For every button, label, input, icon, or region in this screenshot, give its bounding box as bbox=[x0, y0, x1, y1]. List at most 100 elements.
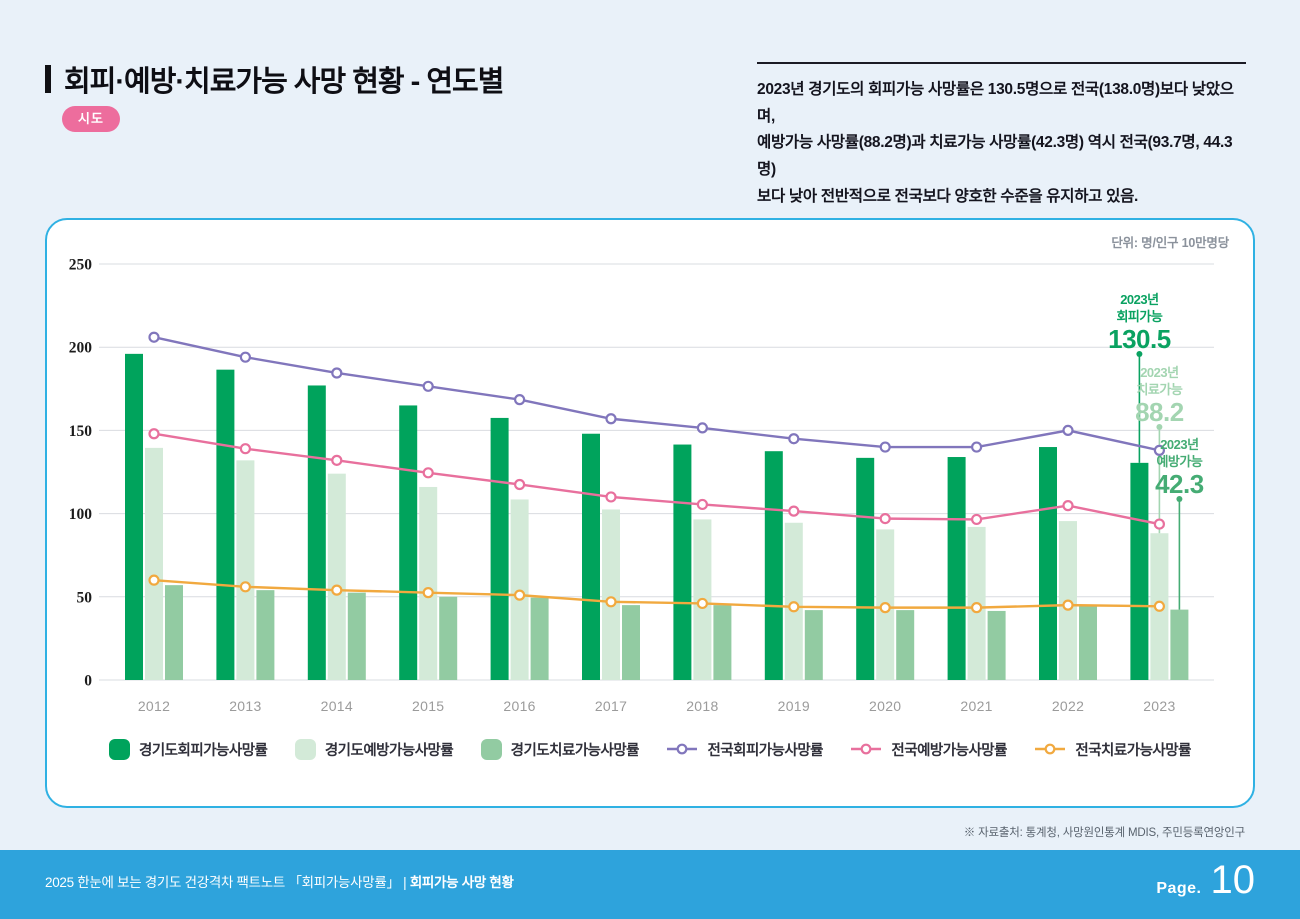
line-marker bbox=[239, 443, 251, 455]
line-marker bbox=[1062, 500, 1074, 512]
line-marker bbox=[331, 454, 343, 466]
line-marker bbox=[1153, 600, 1166, 612]
x-tick-label: 2014 bbox=[321, 698, 353, 714]
annotation-title: 2023년 bbox=[1120, 292, 1158, 307]
bar bbox=[764, 451, 783, 680]
bar bbox=[987, 610, 1006, 680]
bar bbox=[1170, 609, 1189, 680]
x-axis: 2012 2013 2014 2015 2016 2017 2018 2019 2020 2021… bbox=[138, 698, 1175, 714]
bar bbox=[327, 473, 346, 680]
line-marker bbox=[696, 422, 709, 434]
annotation-dot bbox=[1176, 496, 1183, 502]
y-tick-label: 100 bbox=[69, 506, 93, 523]
annotation-title: 2023년 bbox=[1160, 437, 1198, 452]
line-marker bbox=[239, 351, 251, 363]
footer-section-title: 회피가능 사망 현황 bbox=[409, 875, 514, 890]
legend-label: 전국예방가능사망률 bbox=[891, 742, 1007, 759]
line-marker bbox=[422, 587, 434, 599]
y-tick-label: 250 bbox=[69, 257, 93, 274]
legend-line-swatch bbox=[1035, 743, 1066, 755]
mortality-trend-chart: 0501001502002502023년회피가능130.52023년치료가능88… bbox=[69, 257, 1214, 714]
bar bbox=[530, 597, 549, 680]
bar bbox=[582, 433, 600, 680]
page-title: 회피·예방·치료가능 사망 현황 - 연도별 bbox=[45, 58, 504, 100]
annotation-title: 치료가능 bbox=[1136, 382, 1182, 397]
legend-square-swatch bbox=[294, 738, 316, 760]
y-tick-label: 0 bbox=[84, 673, 92, 690]
legend-line-swatch bbox=[667, 743, 698, 755]
line-series bbox=[153, 578, 1160, 609]
page-number: 10 bbox=[1210, 858, 1256, 902]
page-label: Page. bbox=[1156, 880, 1202, 897]
line-marker bbox=[1153, 518, 1166, 530]
chart-legend: 경기도회피가능사망률 경기도예방가능사망률 경기도치료가능사망률 전국회피가능사망률 전… bbox=[109, 734, 1191, 764]
footer-doc-title: 2025 한눈에 보는 경기도 건강격차 팩트노트 「회피가능사망률」 | bbox=[45, 875, 410, 890]
legend-label: 경기도치료가능사망률 bbox=[510, 742, 640, 759]
line-marker bbox=[879, 441, 891, 453]
bar bbox=[896, 610, 915, 680]
x-tick-label: 2016 bbox=[503, 698, 535, 714]
legend-line-marker bbox=[677, 743, 688, 755]
legend-item: 경기도회피가능사망률 bbox=[109, 738, 268, 760]
line-marker bbox=[422, 467, 434, 479]
bar bbox=[602, 509, 620, 680]
bar bbox=[1039, 447, 1057, 680]
footer-page: Page. 10 bbox=[1156, 860, 1255, 900]
annotation-dot bbox=[1136, 351, 1143, 357]
chart-panel: 단위: 명/인구 10만명당 0 50 100 150 200 250 2023년 회피가능 1… bbox=[45, 218, 1255, 808]
legend-item: 경기도예방가능사망률 bbox=[294, 738, 454, 760]
line-marker bbox=[879, 602, 891, 614]
annotation-title: 예방가능 bbox=[1156, 454, 1202, 469]
unit-label: 단위: 명/인구 10만명당 bbox=[1111, 236, 1229, 250]
line-marker bbox=[1062, 424, 1074, 436]
legend-label: 경기도예방가능사망률 bbox=[324, 742, 454, 759]
legend-line-marker bbox=[861, 743, 872, 755]
x-tick-label: 2022 bbox=[1052, 698, 1084, 714]
line-marker bbox=[239, 581, 251, 593]
bar bbox=[347, 592, 366, 680]
y-tick-label: 150 bbox=[69, 423, 93, 440]
bar bbox=[439, 596, 458, 680]
line-marker bbox=[788, 433, 800, 445]
legend-label: 전국치료가능사망률 bbox=[1075, 742, 1191, 759]
line-marker bbox=[970, 602, 983, 614]
x-tick-label: 2023 bbox=[1143, 698, 1175, 714]
x-tick-label: 2019 bbox=[778, 698, 810, 714]
annotation-title: 2023년 bbox=[1140, 365, 1178, 380]
bar bbox=[236, 460, 255, 680]
bar bbox=[804, 610, 823, 680]
bar-series-group bbox=[125, 353, 1189, 680]
footer-bar: 2025 한눈에 보는 경기도 건강격차 팩트노트 「회피가능사망률」 | 회피… bbox=[0, 850, 1300, 919]
bar bbox=[419, 486, 438, 680]
x-tick-label: 2021 bbox=[960, 698, 992, 714]
bar bbox=[399, 405, 418, 680]
annotation-dot bbox=[1156, 424, 1163, 430]
annotation-value: 88.2 bbox=[1135, 397, 1184, 427]
line-series bbox=[153, 432, 1160, 526]
line-marker bbox=[788, 601, 800, 613]
line-marker bbox=[1062, 599, 1074, 611]
summary-text: 2023년 경기도의 회피가능 사망률은 130.5명으로 전국(138.0명)… bbox=[757, 62, 1246, 210]
legend-item: 전국예방가능사망률 bbox=[850, 739, 1007, 760]
bar bbox=[125, 353, 143, 680]
annotation-value: 42.3 bbox=[1155, 469, 1204, 499]
annotation-value: 130.5 bbox=[1108, 324, 1171, 354]
legend-square-swatch bbox=[480, 738, 502, 760]
line-series bbox=[153, 336, 1160, 452]
page-title-text: 회피·예방·치료가능 사망 현황 - 연도별 bbox=[64, 66, 504, 98]
bar bbox=[947, 457, 966, 680]
footer-left-text: 2025 한눈에 보는 경기도 건강격차 팩트노트 「회피가능사망률」 | 회피… bbox=[45, 871, 514, 891]
legend-item: 전국치료가능사망률 bbox=[1034, 739, 1191, 760]
line-marker bbox=[605, 413, 617, 425]
legend-label: 경기도회피가능사망률 bbox=[139, 742, 268, 759]
legend-line-swatch bbox=[851, 743, 882, 755]
y-tick-label: 50 bbox=[77, 589, 93, 606]
line-series-group bbox=[148, 331, 1166, 614]
bar bbox=[145, 447, 163, 680]
line-marker bbox=[970, 441, 983, 453]
line-marker bbox=[696, 597, 709, 610]
y-tick-label: 200 bbox=[69, 340, 93, 357]
line-marker bbox=[148, 331, 160, 343]
title-marker-bar bbox=[45, 65, 51, 93]
